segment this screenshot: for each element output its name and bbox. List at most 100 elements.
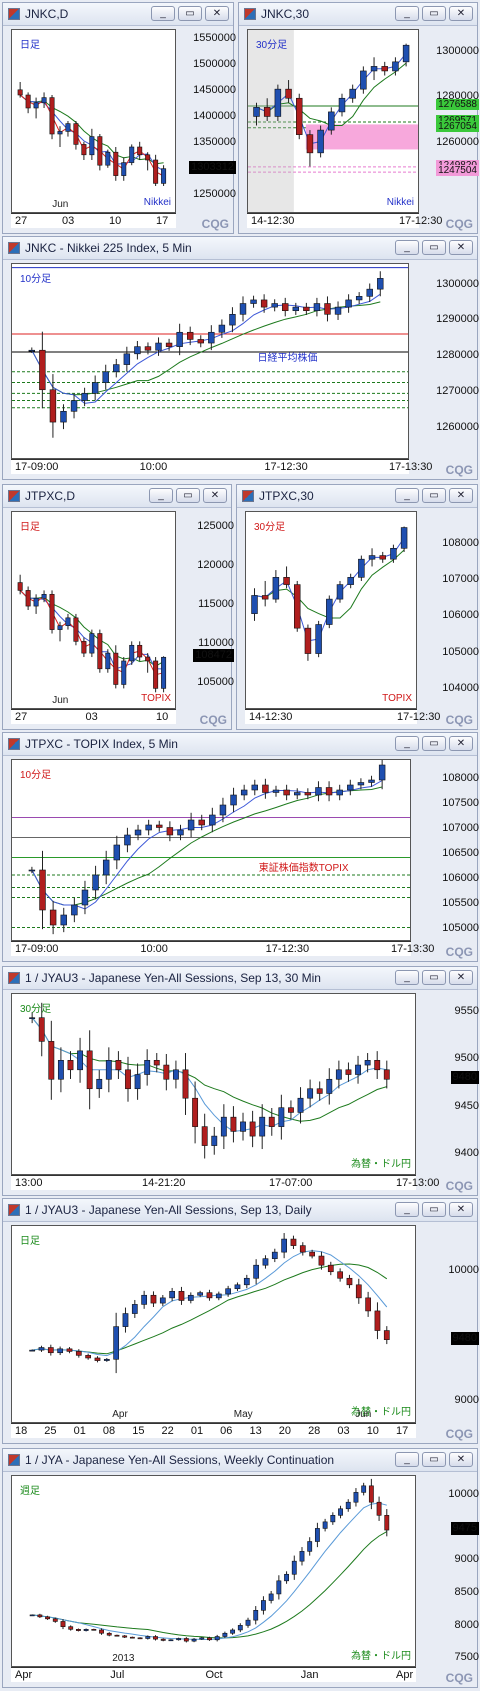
close-button[interactable]: ✕ bbox=[449, 1202, 473, 1217]
maximize-button[interactable]: ▭ bbox=[422, 970, 446, 985]
price-axis[interactable]: 108000 107500 107000 106500 106000 105500 1050… bbox=[411, 759, 480, 941]
candle-body bbox=[172, 1069, 179, 1080]
plot-area[interactable]: 10分足 東証株価指数TOPIX bbox=[11, 759, 411, 941]
time-axis[interactable]: 27 03 10 17 bbox=[11, 213, 176, 228]
price-axis[interactable]: 10000 9475 9000 8500 8000 7500 bbox=[416, 1475, 480, 1667]
close-button[interactable]: ✕ bbox=[449, 970, 473, 985]
candle-body bbox=[166, 827, 174, 836]
candle-body bbox=[294, 584, 301, 629]
time-axis[interactable]: 17-09:00 10:00 17-12:30 17-13:30 bbox=[11, 941, 434, 956]
minimize-button[interactable]: _ bbox=[395, 1452, 419, 1467]
maximize-button[interactable]: ▭ bbox=[422, 240, 446, 255]
minimize-button[interactable]: _ bbox=[395, 240, 419, 255]
candle-body bbox=[365, 1297, 371, 1312]
candle-body bbox=[163, 1064, 170, 1080]
close-button[interactable]: ✕ bbox=[449, 1452, 473, 1467]
candle-body bbox=[134, 829, 142, 836]
y-tick-label: 10000 bbox=[448, 1487, 479, 1500]
plot-area[interactable]: 30分足 TOPIX bbox=[245, 511, 417, 709]
price-axis[interactable]: 1300000128000012600001276588126957112670… bbox=[419, 29, 480, 213]
maximize-button[interactable]: ▭ bbox=[422, 1452, 446, 1467]
time-axis[interactable]: Apr Jul Oct Jan Apr bbox=[11, 1667, 416, 1682]
candle-body bbox=[374, 1060, 381, 1071]
time-axis[interactable]: 17-09:00 10:00 17-12:30 17-13:30 bbox=[11, 459, 432, 474]
price-axis[interactable]: 108000 107000 106000 105000 104000 bbox=[417, 511, 480, 709]
minimize-button[interactable]: _ bbox=[395, 970, 419, 985]
close-button[interactable]: ✕ bbox=[205, 6, 229, 21]
time-axis[interactable]: 27 03 10 bbox=[11, 709, 176, 724]
candle-body bbox=[75, 1629, 81, 1631]
time-axis[interactable]: 14-12:30 17-12:30 bbox=[247, 213, 442, 228]
plot-area[interactable]: 10分足 日経平均株価 bbox=[11, 263, 409, 459]
window-titlebar[interactable]: JNKC - Nikkei 225 Index, 5 Min _ ▭ ✕ bbox=[3, 237, 477, 260]
candle-body bbox=[129, 644, 135, 662]
maximize-button[interactable]: ▭ bbox=[176, 488, 200, 503]
candle-body bbox=[114, 1634, 120, 1637]
window-titlebar[interactable]: 1 / JYAU3 - Japanese Yen-All Sessions, S… bbox=[3, 967, 477, 990]
window-titlebar[interactable]: JTPXC,30 _ ▭ ✕ bbox=[237, 485, 477, 508]
instrument-label: 東証株価指数TOPIX bbox=[258, 863, 349, 874]
candle-body bbox=[383, 1069, 390, 1080]
cqg-logo: CQG bbox=[445, 1671, 473, 1685]
maximize-button[interactable]: ▭ bbox=[422, 6, 446, 21]
candle-body bbox=[218, 324, 226, 333]
candle-body bbox=[240, 1121, 246, 1132]
shaded-session bbox=[248, 30, 294, 212]
plot-area[interactable]: 週足 為替・ドル円 bbox=[11, 1475, 416, 1667]
price-axis[interactable]: 1300000 1290000 1280000 1270000 1260000 bbox=[409, 263, 480, 459]
close-button[interactable]: ✕ bbox=[449, 240, 473, 255]
window-titlebar[interactable]: 1 / JYAU3 - Japanese Yen-All Sessions, S… bbox=[3, 1199, 477, 1222]
candle-body bbox=[122, 1635, 128, 1638]
minimize-button[interactable]: _ bbox=[395, 6, 419, 21]
price-axis[interactable]: 10000 9480 9000 bbox=[416, 1225, 480, 1423]
minimize-button[interactable]: _ bbox=[149, 488, 173, 503]
candle-body bbox=[299, 1245, 306, 1253]
candle-body bbox=[113, 364, 120, 373]
time-axis[interactable]: 18 25 01 08 15 22 01 06 13 20 28 03 10 17 bbox=[11, 1423, 416, 1438]
candle-body bbox=[243, 1277, 250, 1286]
plot-area[interactable]: 日足 為替・ドル円 bbox=[11, 1225, 416, 1423]
minimize-button[interactable]: _ bbox=[395, 1202, 419, 1217]
candle-body bbox=[377, 278, 384, 290]
candle-body bbox=[121, 660, 127, 685]
maximize-button[interactable]: ▭ bbox=[422, 488, 446, 503]
candle-body bbox=[153, 159, 159, 184]
candle-body bbox=[268, 1593, 274, 1601]
candle-body bbox=[368, 555, 376, 560]
candle-body bbox=[199, 1637, 205, 1640]
period-label: 日足 bbox=[20, 40, 40, 51]
close-button[interactable]: ✕ bbox=[203, 488, 227, 503]
price-axis[interactable]: 1550000 1500000 1450000 1400000 1350000 13033… bbox=[176, 29, 238, 213]
maximize-button[interactable]: ▭ bbox=[422, 1202, 446, 1217]
minimize-button[interactable]: _ bbox=[151, 6, 175, 21]
minimize-button[interactable]: _ bbox=[395, 488, 419, 503]
plot-area[interactable]: 日足 TOPIX bbox=[11, 511, 176, 709]
close-button[interactable]: ✕ bbox=[449, 736, 473, 751]
window-titlebar[interactable]: JTPXC - TOPIX Index, 5 Min _ ▭ ✕ bbox=[3, 733, 477, 756]
time-axis[interactable]: 14-12:30 17-12:30 bbox=[245, 709, 440, 724]
candle-body bbox=[334, 306, 342, 315]
x-tick-label: 13 bbox=[249, 1425, 262, 1437]
plot-area[interactable]: 日足 Nikkei bbox=[11, 29, 176, 213]
candle-body bbox=[187, 819, 195, 831]
minimize-button[interactable]: _ bbox=[395, 736, 419, 751]
window-titlebar[interactable]: JNKC,30 _ ▭ ✕ bbox=[239, 3, 477, 26]
close-button[interactable]: ✕ bbox=[449, 488, 473, 503]
last-price-box: 9480 bbox=[450, 1331, 479, 1345]
maximize-button[interactable]: ▭ bbox=[178, 6, 202, 21]
time-axis[interactable]: 13:00 14-21:20 17-07:00 17-13:00 bbox=[11, 1175, 439, 1190]
window-title: JNKC,30 bbox=[261, 7, 310, 21]
candle-body bbox=[113, 1326, 120, 1360]
plot-area[interactable]: 30分足 Nikkei bbox=[247, 29, 419, 213]
price-axis[interactable]: 9550 9500 9480 9450 9400 bbox=[416, 993, 480, 1175]
y-tick-label: 105000 bbox=[442, 645, 479, 658]
y-tick-label: 10000 bbox=[448, 1263, 479, 1276]
plot-area[interactable]: 30分足 為替・ドル円 bbox=[11, 993, 416, 1175]
candle-body bbox=[131, 1304, 138, 1314]
price-axis[interactable]: 125000 120000 115000 110000 108472 105000 bbox=[176, 511, 236, 709]
window-titlebar[interactable]: JNKC,D _ ▭ ✕ bbox=[3, 3, 233, 26]
window-titlebar[interactable]: JTPXC,D _ ▭ ✕ bbox=[3, 485, 231, 508]
maximize-button[interactable]: ▭ bbox=[422, 736, 446, 751]
close-button[interactable]: ✕ bbox=[449, 6, 473, 21]
window-titlebar[interactable]: 1 / JYA - Japanese Yen-All Sessions, Wee… bbox=[3, 1449, 477, 1472]
